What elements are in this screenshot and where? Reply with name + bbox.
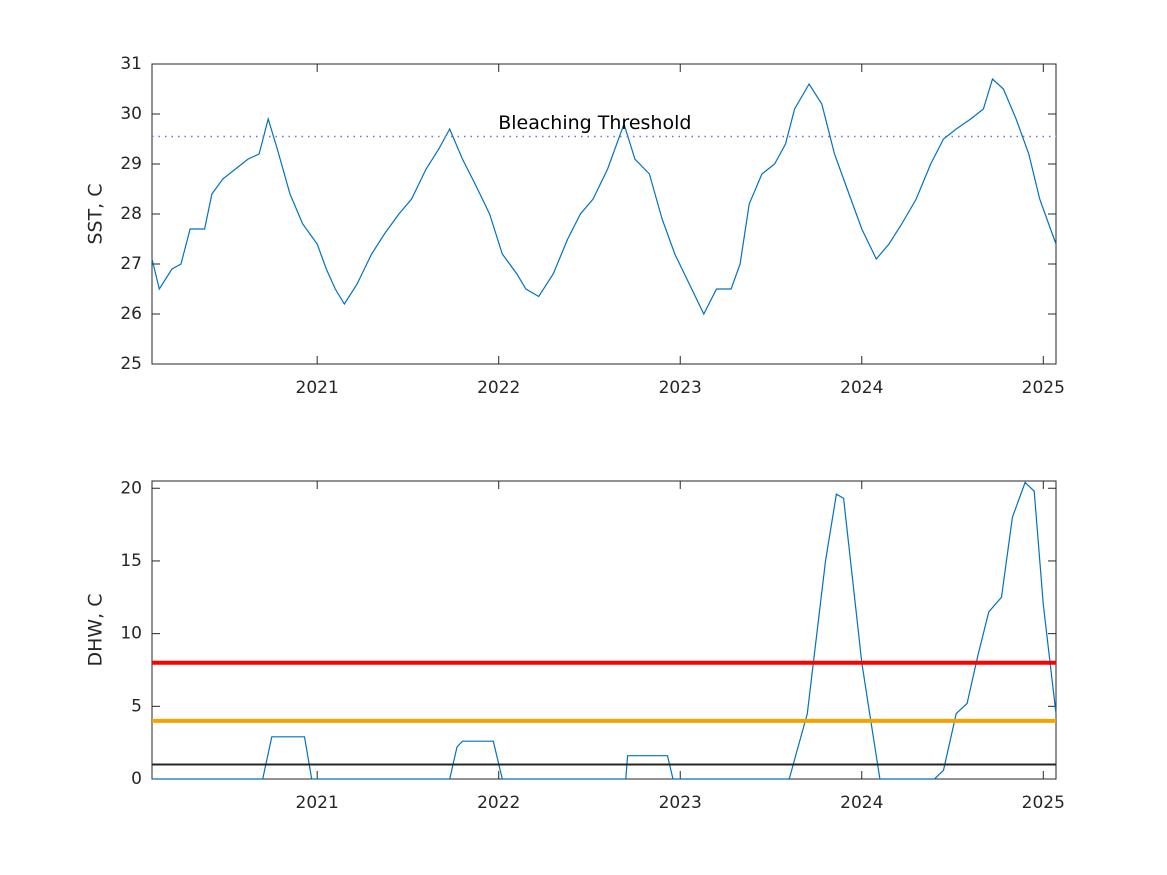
y-tick-label: 5	[131, 696, 142, 716]
plot-area	[151, 480, 1057, 780]
y-tick-label: 0	[131, 769, 142, 789]
x-tick-label: 2023	[659, 793, 702, 813]
y-tick-label: 25	[120, 354, 142, 374]
y-tick-label: 31	[120, 54, 142, 74]
x-tick-label: 2022	[477, 793, 520, 813]
x-tick-label: 2021	[296, 793, 339, 813]
data-line	[152, 481, 1057, 780]
y-tick-label: 10	[120, 624, 142, 644]
y-tick-label: 26	[120, 304, 142, 324]
y-tick-label: 28	[120, 204, 142, 224]
x-tick-label: 2024	[840, 793, 883, 813]
x-tick-label: 2023	[659, 378, 702, 398]
x-tick-label: 2022	[477, 378, 520, 398]
y-axis-label: DHW, C	[85, 593, 107, 666]
y-tick-label: 30	[120, 104, 142, 124]
plot-area	[151, 63, 1057, 365]
y-tick-label: 20	[120, 478, 142, 498]
y-axis-label: SST, C	[85, 183, 107, 244]
x-tick-label: 2025	[1022, 793, 1065, 813]
threshold-label: Bleaching Threshold	[498, 112, 691, 134]
x-tick-label: 2021	[296, 378, 339, 398]
x-tick-label: 2024	[840, 378, 883, 398]
x-tick-label: 2025	[1022, 378, 1065, 398]
data-line	[151, 77, 1057, 316]
y-tick-label: 15	[120, 551, 142, 571]
y-tick-label: 27	[120, 254, 142, 274]
y-tick-label: 29	[120, 154, 142, 174]
